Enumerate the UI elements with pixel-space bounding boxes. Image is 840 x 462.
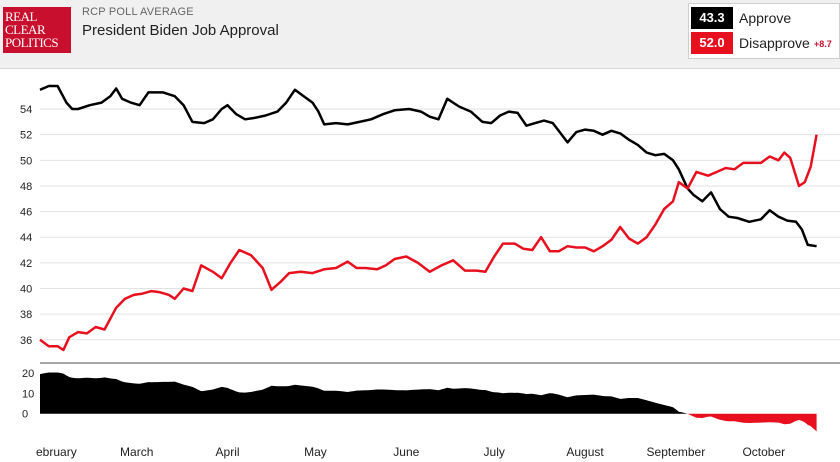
x-tick-label: May xyxy=(304,445,327,459)
spread-area-negative xyxy=(40,413,817,432)
chart-header: REAL CLEAR POLITICS RCP POLL AVERAGE Pre… xyxy=(0,0,840,69)
logo-line-2: CLEAR xyxy=(5,22,46,37)
legend: 43.3 Approve 52.0 Disapprove +8.7 xyxy=(688,3,840,59)
y-tick-label: 36 xyxy=(20,335,32,347)
spread-area-positive xyxy=(40,372,817,414)
spread-tick-label: 20 xyxy=(22,368,34,380)
series-line-disapprove[interactable] xyxy=(39,134,818,352)
x-tick-label: April xyxy=(216,445,240,459)
legend-disapprove[interactable]: 52.0 Disapprove +8.7 xyxy=(691,32,837,54)
y-tick-label: 48 xyxy=(20,181,32,193)
gridlines xyxy=(40,108,840,341)
x-tick-label: March xyxy=(120,445,153,459)
x-axis-labels: ebruary March April May June July August Septem… xyxy=(36,445,785,459)
logo-line-3: POLITICS xyxy=(5,35,59,50)
x-tick-label: June xyxy=(393,445,419,459)
x-tick-label: August xyxy=(566,445,604,459)
x-tick-label: October xyxy=(742,445,785,459)
chart-title: President Biden Job Approval xyxy=(82,22,279,39)
spread-tick-label: 0 xyxy=(22,409,28,421)
y-tick-label: 42 xyxy=(20,258,32,270)
chart-subtitle: RCP POLL AVERAGE xyxy=(82,6,194,18)
y-tick-label: 40 xyxy=(20,284,32,296)
spread-value: +8.7 xyxy=(814,39,832,49)
y-axis-labels: 36 38 40 42 44 46 48 50 52 54 xyxy=(20,104,32,347)
spread-tick-label: 10 xyxy=(22,388,34,400)
y-tick-label: 50 xyxy=(20,155,32,167)
x-tick-label: September xyxy=(647,445,706,459)
y-tick-label: 44 xyxy=(20,232,32,244)
x-tick-label: ebruary xyxy=(36,445,77,459)
approval-chart: 36 38 40 42 44 46 48 50 52 54 0 10 20 ebruary March A… xyxy=(0,69,840,462)
disapprove-label: Disapprove xyxy=(739,35,810,51)
disapprove-value-badge: 52.0 xyxy=(691,32,733,54)
approve-label: Approve xyxy=(739,10,792,26)
y-tick-label: 46 xyxy=(20,207,32,219)
x-tick-label: July xyxy=(484,445,505,459)
series-line-approve[interactable] xyxy=(39,84,817,248)
rcp-logo[interactable]: REAL CLEAR POLITICS xyxy=(3,7,71,53)
y-tick-label: 54 xyxy=(20,104,32,116)
approve-value-badge: 43.3 xyxy=(691,7,733,29)
logo-line-1: REAL xyxy=(5,9,37,24)
y-tick-label: 38 xyxy=(20,309,32,321)
y-tick-label: 52 xyxy=(20,130,32,142)
series-lines xyxy=(39,84,818,352)
spread-panel xyxy=(40,372,817,432)
spread-axis-labels: 0 10 20 xyxy=(22,368,34,421)
legend-approve[interactable]: 43.3 Approve xyxy=(691,7,837,29)
